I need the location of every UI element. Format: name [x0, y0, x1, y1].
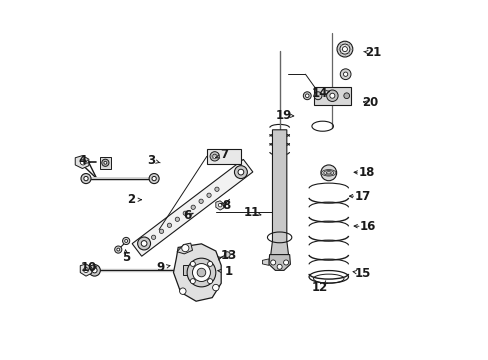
Polygon shape [268, 255, 290, 270]
Circle shape [218, 203, 222, 207]
Circle shape [149, 174, 159, 184]
Bar [206, 149, 241, 164]
Circle shape [122, 237, 129, 244]
Text: 15: 15 [354, 267, 370, 280]
Circle shape [152, 176, 156, 181]
Circle shape [207, 261, 212, 266]
Circle shape [210, 152, 219, 161]
Circle shape [192, 264, 210, 282]
Polygon shape [215, 201, 223, 210]
Circle shape [179, 288, 185, 294]
Circle shape [83, 176, 88, 181]
Text: 10: 10 [80, 261, 97, 274]
Circle shape [340, 69, 350, 80]
Circle shape [175, 217, 179, 221]
Circle shape [124, 239, 127, 242]
Circle shape [190, 279, 195, 284]
Polygon shape [132, 159, 252, 256]
Circle shape [137, 237, 150, 250]
Circle shape [141, 240, 147, 246]
Text: 12: 12 [311, 281, 327, 294]
Circle shape [80, 159, 86, 165]
Text: 11: 11 [243, 206, 259, 219]
Text: 13: 13 [220, 249, 236, 262]
Circle shape [183, 211, 187, 215]
Polygon shape [177, 243, 192, 254]
Polygon shape [262, 259, 268, 265]
Circle shape [339, 44, 349, 54]
Circle shape [206, 193, 211, 197]
Circle shape [329, 93, 334, 98]
Text: 21: 21 [364, 46, 380, 59]
Circle shape [199, 199, 203, 203]
Circle shape [320, 165, 336, 181]
Circle shape [234, 166, 247, 179]
Text: 4: 4 [78, 154, 86, 167]
Circle shape [313, 92, 321, 100]
Polygon shape [75, 156, 89, 168]
Text: 19: 19 [275, 109, 291, 122]
Text: 1: 1 [224, 265, 232, 278]
Text: 7: 7 [220, 148, 228, 161]
Polygon shape [80, 264, 92, 276]
Circle shape [270, 260, 275, 265]
Circle shape [151, 235, 155, 239]
Polygon shape [173, 244, 221, 301]
Text: 3: 3 [147, 154, 155, 167]
Polygon shape [314, 87, 351, 105]
Circle shape [336, 41, 352, 57]
Circle shape [212, 154, 217, 158]
Circle shape [343, 93, 349, 99]
Circle shape [214, 187, 219, 192]
Text: 14: 14 [311, 87, 327, 100]
Text: 20: 20 [361, 96, 377, 109]
Circle shape [89, 265, 100, 276]
Circle shape [102, 159, 109, 166]
Circle shape [238, 169, 244, 175]
Circle shape [314, 93, 320, 99]
Circle shape [277, 264, 282, 269]
Circle shape [159, 229, 163, 233]
Circle shape [83, 267, 88, 273]
Circle shape [191, 205, 195, 210]
Circle shape [117, 248, 120, 251]
Text: 8: 8 [222, 199, 230, 212]
Circle shape [197, 268, 205, 277]
Circle shape [342, 46, 346, 51]
Circle shape [182, 244, 188, 252]
Circle shape [212, 284, 219, 291]
Circle shape [305, 94, 308, 98]
Polygon shape [270, 130, 288, 255]
Circle shape [190, 261, 195, 266]
Text: 18: 18 [358, 166, 374, 179]
Circle shape [283, 260, 288, 265]
Circle shape [207, 279, 212, 284]
Circle shape [92, 268, 97, 273]
Circle shape [187, 258, 215, 287]
Circle shape [115, 246, 122, 253]
Text: 5: 5 [122, 251, 130, 264]
Circle shape [81, 174, 91, 184]
Text: 2: 2 [127, 193, 135, 206]
Polygon shape [100, 157, 110, 168]
Circle shape [343, 72, 347, 76]
Text: 9: 9 [156, 261, 164, 274]
Polygon shape [183, 265, 190, 275]
Circle shape [326, 90, 337, 102]
Circle shape [104, 161, 106, 164]
Text: 16: 16 [359, 220, 376, 233]
Circle shape [167, 223, 171, 228]
Circle shape [303, 92, 310, 100]
Circle shape [224, 252, 230, 257]
Text: 17: 17 [354, 190, 370, 203]
Text: 6: 6 [183, 210, 191, 222]
